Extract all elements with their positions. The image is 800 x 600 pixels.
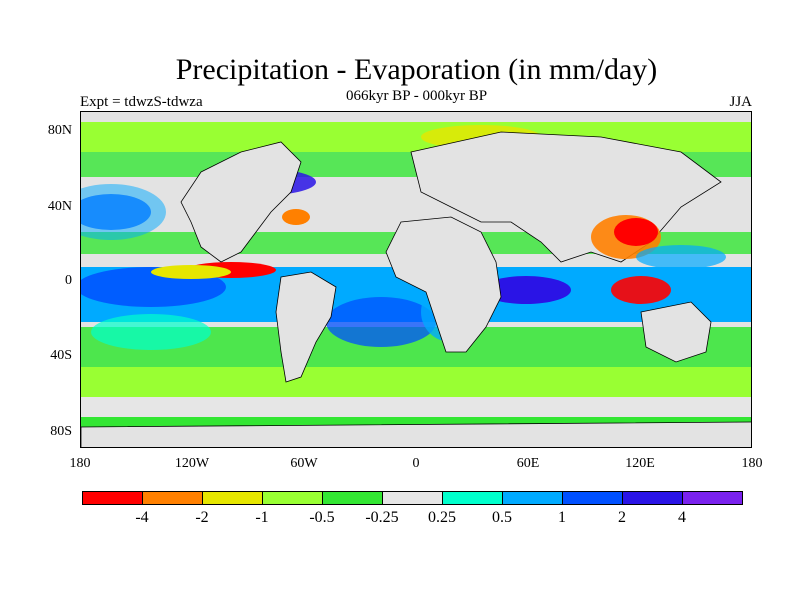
- australia-outline: [640, 301, 712, 363]
- colorbar-label-1: -2: [195, 509, 209, 526]
- africa-outline: [385, 216, 502, 353]
- season-label: JJA: [729, 94, 752, 110]
- colorbar-swatch-5: [382, 491, 443, 505]
- lon-label-180e: 180: [741, 456, 763, 471]
- lat-label-80n: 80N: [47, 123, 72, 138]
- colorbar-label-5: 0.25: [428, 509, 456, 526]
- north-america-outline: [180, 141, 302, 263]
- colorbar-swatch-0: [82, 491, 143, 505]
- colorbar-label-0: -4: [135, 509, 149, 526]
- lon-label-60w: 60W: [290, 456, 318, 471]
- colorbar-label-3: -0.5: [309, 509, 335, 526]
- colorbar-label-9: 4: [678, 509, 686, 526]
- colorbar-label-2: -1: [255, 509, 269, 526]
- colorbar-swatch-1: [142, 491, 203, 505]
- lon-label-120e: 120E: [625, 456, 655, 471]
- lon-label-180w: 180: [69, 456, 91, 471]
- pe-anomaly-map: [81, 112, 751, 447]
- maritime-continent-dry-anomaly: [611, 276, 671, 304]
- lon-label-60e: 60E: [516, 456, 540, 471]
- colorbar-label-6: 0.5: [492, 509, 512, 526]
- colorbar-swatch-8: [562, 491, 623, 505]
- lat-label-40n: 40N: [47, 199, 72, 214]
- indian-ocean-wet-anomaly: [481, 276, 571, 304]
- lon-label-120w: 120W: [174, 456, 210, 471]
- colorbar-swatch-10: [682, 491, 743, 505]
- map-panel: [80, 111, 752, 448]
- colorbar-label-8: 2: [618, 509, 626, 526]
- colorbar: [82, 491, 743, 505]
- colorbar-swatch-7: [502, 491, 563, 505]
- colorbar-swatch-6: [442, 491, 503, 505]
- lat-label-80s: 80S: [50, 424, 72, 439]
- south-america-outline: [275, 271, 337, 383]
- colorbar-swatch-2: [202, 491, 263, 505]
- plot-subtitle: 066kyr BP - 000kyr BP: [345, 88, 488, 104]
- antarctica-outline: [81, 421, 751, 447]
- lat-label-40s: 40S: [50, 348, 72, 363]
- colorbar-label-4: -0.25: [365, 509, 399, 526]
- lon-label-0: 0: [412, 456, 420, 471]
- colorbar-swatch-3: [262, 491, 323, 505]
- lat-label-eq: 0: [65, 273, 72, 288]
- experiment-label: Expt = tdwzS-tdwza: [80, 94, 203, 110]
- colorbar-swatch-9: [622, 491, 683, 505]
- colorbar-swatch-4: [322, 491, 383, 505]
- colorbar-label-7: 1: [558, 509, 566, 526]
- plot-title: Precipitation - Evaporation (in mm/day): [175, 53, 658, 86]
